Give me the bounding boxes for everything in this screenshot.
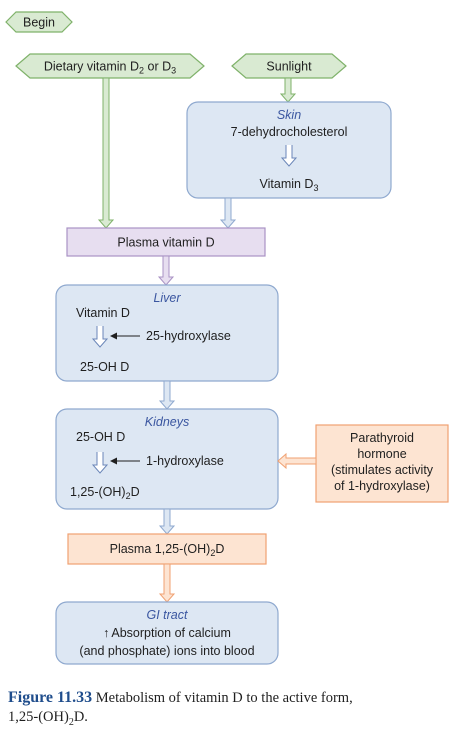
liver-input: Vitamin D — [76, 306, 130, 320]
gi-tract-line-1: ↑ Absorption of calcium — [103, 626, 231, 640]
plasma-active-vitamin-d-box: Plasma 1,25-(OH)2D — [67, 533, 267, 565]
liver-title: Liver — [153, 291, 181, 305]
liver-to-kidneys-arrow — [158, 380, 176, 410]
pth-line-3: (stimulates activity — [331, 463, 434, 477]
kidneys-conversion-arrow-icon — [91, 452, 109, 474]
plasma-to-gi-arrow — [158, 563, 176, 603]
kidneys-to-plasma-active-arrow — [158, 508, 176, 535]
gi-tract-line-2: (and phosphate) ions into blood — [79, 644, 254, 658]
kidneys-output: 1,25-(OH)2D — [70, 485, 140, 501]
sunlight-node: Sunlight — [231, 53, 347, 79]
sunlight-label: Sunlight — [266, 60, 312, 74]
begin-label: Begin — [23, 16, 55, 30]
begin-node: Begin — [5, 11, 73, 33]
caption-formula: 1,25-(OH)2D. — [8, 709, 88, 728]
kidneys-enzyme-arrow-icon — [110, 457, 140, 465]
skin-conversion-arrow-icon — [280, 145, 298, 167]
dietary-vitamin-d-node: Dietary vitamin D2 or D3 — [15, 53, 205, 79]
figure-number: Figure 11.33 — [8, 689, 93, 706]
dietary-to-plasma-arrow — [97, 77, 115, 229]
liver-enzyme-arrow-icon — [110, 332, 140, 340]
sunlight-to-skin-arrow — [279, 77, 297, 103]
kidneys-box: Kidneys 25-OH D 1-hydroxylase 1,25-(OH)2… — [55, 408, 279, 510]
figure-caption: Figure 11.33 Metabolism of vitamin D to … — [8, 688, 448, 732]
caption-text: Metabolism of vitamin D to the active fo… — [95, 690, 353, 706]
plasma-to-liver-arrow — [157, 255, 175, 286]
plasma-vitamin-d-box: Plasma vitamin D — [66, 227, 266, 257]
skin-title: Skin — [277, 108, 301, 122]
plasma-vitamin-d-label: Plasma vitamin D — [117, 236, 214, 250]
kidneys-input: 25-OH D — [76, 430, 125, 444]
liver-output: 25-OH D — [80, 360, 129, 374]
liver-box: Liver Vitamin D 25-hydroxylase 25-OH D — [55, 284, 279, 382]
gi-tract-title: GI tract — [147, 608, 189, 622]
vitamin-d-flow-diagram: Begin Dietary vitamin D2 or D3 Sunlight … — [5, 11, 449, 665]
kidneys-enzyme: 1-hydroxylase — [146, 454, 224, 468]
parathyroid-hormone-box: Parathyroid hormone (stimulates activity… — [315, 424, 449, 503]
skin-box: Skin 7-dehydrocholesterol Vitamin D3 — [186, 101, 392, 199]
pth-line-2: hormone — [357, 447, 406, 461]
skin-product: Vitamin D3 — [260, 177, 319, 193]
kidneys-title: Kidneys — [145, 415, 189, 429]
gi-tract-box: GI tract ↑ Absorption of calcium (and pho… — [55, 601, 279, 665]
plasma-active-vitamin-d-label: Plasma 1,25-(OH)2D — [110, 542, 225, 558]
up-arrow-icon: ↑ — [103, 626, 109, 640]
dietary-vitamin-d-label: Dietary vitamin D2 or D3 — [44, 60, 176, 76]
liver-enzyme: 25-hydroxylase — [146, 329, 231, 343]
pth-line-1: Parathyroid — [350, 431, 414, 445]
pth-line-4: of 1-hydroxylase) — [334, 479, 430, 493]
pth-to-kidneys-arrow — [277, 452, 317, 470]
skin-precursor: 7-dehydrocholesterol — [231, 125, 348, 139]
skin-to-plasma-arrow — [219, 197, 237, 229]
liver-conversion-arrow-icon — [91, 326, 109, 348]
